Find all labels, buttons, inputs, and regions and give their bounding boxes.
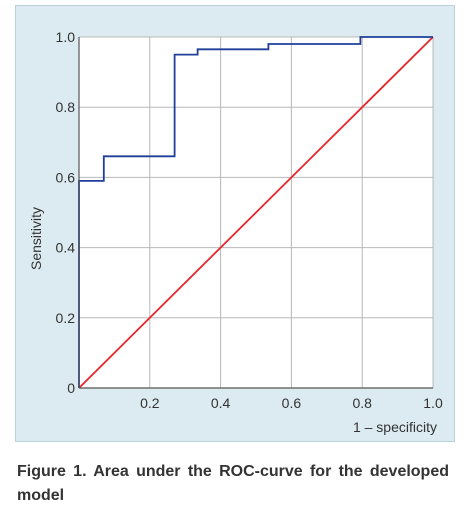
x-axis-title: 1 – specificity [353, 419, 437, 435]
roc-curve-line [78, 36, 433, 388]
tick-labels: 0.2 0.4 0.6 0.8 1.0 0 0.2 0.4 0.6 0.8 1.0 [56, 29, 443, 411]
y-tick-label: 0.8 [56, 99, 76, 115]
y-tick-label: 1.0 [56, 29, 76, 45]
series-layer [78, 36, 434, 389]
diagonal-reference-line [78, 36, 434, 389]
y-tick-label: 0.2 [56, 310, 76, 326]
x-tick-label: 0.2 [140, 395, 160, 411]
y-tick-label: 0.6 [56, 169, 76, 185]
y-tick-label: 0 [67, 380, 75, 396]
y-tick-label: 0.4 [56, 240, 76, 256]
roc-chart: 0.2 0.4 0.6 0.8 1.0 0 0.2 0.4 0.6 0.8 1.0 1 – spec… [28, 29, 443, 435]
figure-caption: Figure 1. Area under the ROC-curve for t… [17, 463, 449, 504]
x-tick-label: 0.6 [282, 395, 302, 411]
figure-panel: 0.2 0.4 0.6 0.8 1.0 0 0.2 0.4 0.6 0.8 1.0 1 – spec… [15, 5, 455, 442]
x-tick-label: 0.4 [211, 395, 231, 411]
x-tick-label: 0.8 [352, 395, 372, 411]
axes [78, 37, 433, 389]
y-axis-title: Sensitivity [28, 207, 44, 270]
x-tick-label: 1.0 [423, 395, 443, 411]
